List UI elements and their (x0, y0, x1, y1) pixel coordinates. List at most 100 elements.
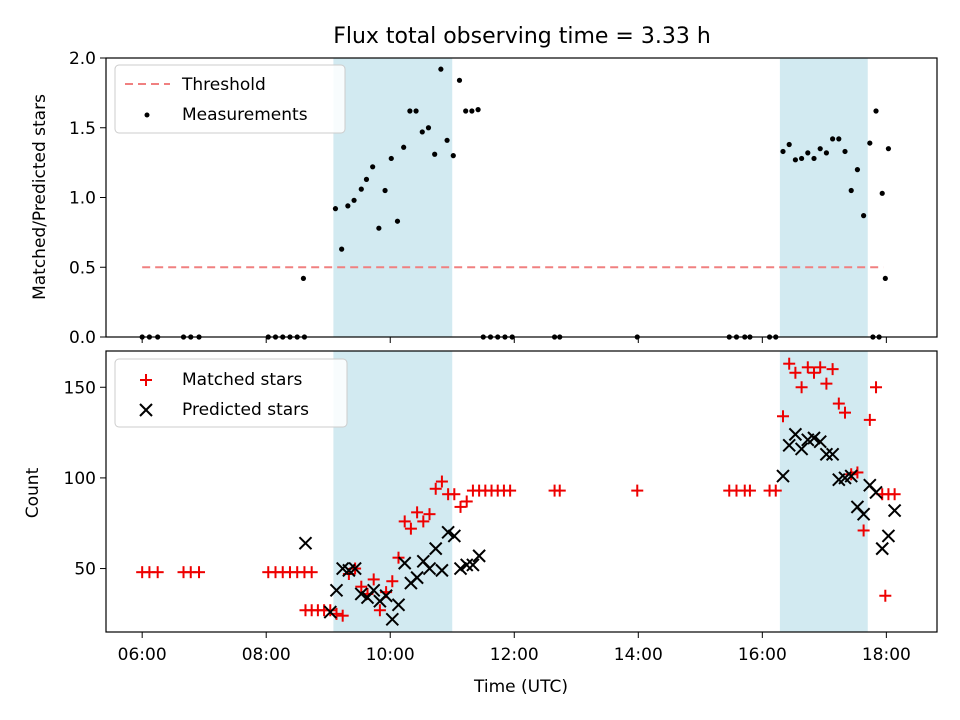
predicted-star-point (298, 536, 313, 550)
predicted-star-point (788, 427, 803, 442)
measurement-point (370, 164, 376, 170)
bottom-ytick-label: 150 (64, 378, 96, 398)
bottom-ytick-label: 100 (64, 469, 96, 489)
top-ytick-label: 0.0 (69, 328, 96, 348)
measurement-point (879, 190, 885, 196)
bottom-ytick-label: 50 (74, 560, 96, 580)
measurement-point (358, 186, 364, 192)
predicted-star-point (887, 503, 902, 518)
matched-star-point (504, 484, 517, 497)
measurement-point (873, 108, 879, 114)
predicted-star-point (472, 549, 486, 563)
matched-star-point (826, 363, 839, 376)
matched-star-point (417, 515, 430, 528)
legend-threshold-label: Threshold (181, 75, 266, 95)
predicted-star-point (819, 447, 834, 462)
top-ytick-label: 2.0 (69, 49, 96, 69)
predicted-star-point (366, 583, 381, 598)
measurement-point (463, 108, 469, 114)
matched-star-point (776, 410, 789, 423)
bottom-xtick-label: 14:00 (614, 645, 663, 665)
measurement-point (792, 157, 798, 163)
measurement-point (438, 66, 444, 72)
predicted-star-point (844, 469, 858, 483)
shaded-interval-2 (779, 58, 868, 337)
measurement-point (339, 246, 345, 252)
matched-star-point (808, 366, 821, 379)
measurement-point (419, 129, 425, 135)
bottom-xlabel: Time (UTC) (473, 677, 568, 697)
predicted-star-point (385, 612, 400, 627)
matched-star-point (820, 377, 833, 390)
bottom-panel: 50 100 150 06:00 08:00 10:00 12:00 14:00 16:00 1… (23, 350, 938, 697)
bottom-legend: Matched stars Predicted stars (114, 358, 348, 428)
matched-star-point (851, 466, 864, 479)
measurement-point (885, 146, 892, 152)
measurement-point (407, 108, 413, 114)
matched-star-point (429, 482, 442, 495)
legend-predicted-swatch (139, 403, 153, 417)
matched-star-point (404, 522, 417, 535)
matched-star-point (355, 580, 368, 593)
measurement-point (882, 275, 888, 282)
chart-title: Flux total observing time = 3.33 h (333, 24, 711, 49)
matched-star-point (863, 413, 876, 426)
predicted-star-point (807, 431, 821, 445)
matched-star-point (398, 515, 411, 528)
predicted-star-point (441, 525, 455, 539)
measurement-point (332, 206, 339, 212)
bottom-xtick-label: 18:00 (862, 645, 911, 665)
bottom-xtick-label: 08:00 (242, 645, 291, 665)
measurement-point (425, 125, 432, 131)
measurement-point (432, 151, 438, 157)
matched-star-point (386, 575, 399, 588)
top-panel: 0.00.51.01.52.0 Matched/Predicted stars … (30, 49, 938, 348)
matched-star-point (789, 366, 802, 379)
predicted-star-point (881, 529, 896, 543)
predicted-star-point (379, 589, 393, 603)
predicted-star-point (453, 561, 468, 576)
matched-star-point (448, 488, 461, 501)
predicted-star-point (794, 442, 809, 456)
predicted-star-point (776, 469, 790, 483)
predicted-star-point (329, 583, 344, 598)
matched-star-point (814, 361, 827, 374)
measurement-point (805, 150, 811, 156)
measurement-point (854, 167, 861, 173)
matched-star-point (423, 508, 436, 521)
legend-matched-swatch (140, 374, 152, 386)
matched-star-point (888, 488, 901, 501)
predicted-star-point (422, 561, 437, 576)
matched-star-point (305, 566, 318, 579)
matched-star-point (801, 361, 814, 374)
measurement-point (382, 187, 388, 194)
predicted-star-point (813, 434, 827, 449)
measurement-point (786, 141, 792, 148)
matched-star-point (857, 524, 870, 537)
measurement-point (401, 144, 407, 150)
predicted-star-point (856, 507, 871, 521)
bottom-xtick-label: 10:00 (366, 645, 415, 665)
shaded-interval-1 (333, 351, 453, 632)
top-ytick-label: 0.5 (69, 258, 96, 278)
matched-star-point (411, 506, 424, 519)
shaded-interval-2 (779, 351, 868, 632)
measurement-point (300, 275, 307, 282)
measurement-point (413, 108, 419, 114)
measurement-point (799, 155, 805, 162)
predicted-star-point (460, 558, 474, 572)
measurement-point (351, 197, 357, 203)
matched-star-point (845, 468, 858, 481)
shaded-interval-1 (333, 58, 453, 337)
matched-star-point (373, 604, 386, 617)
measurement-point (394, 218, 401, 224)
matched-star-point (553, 484, 566, 497)
matched-star-point (460, 495, 473, 508)
predicted-star-point (782, 438, 796, 452)
bottom-xtick-label: 12:00 (490, 645, 539, 665)
matched-star-point (839, 406, 852, 419)
predicted-star-point (397, 556, 412, 570)
matched-star-point (336, 609, 349, 622)
measurement-point (376, 225, 382, 231)
